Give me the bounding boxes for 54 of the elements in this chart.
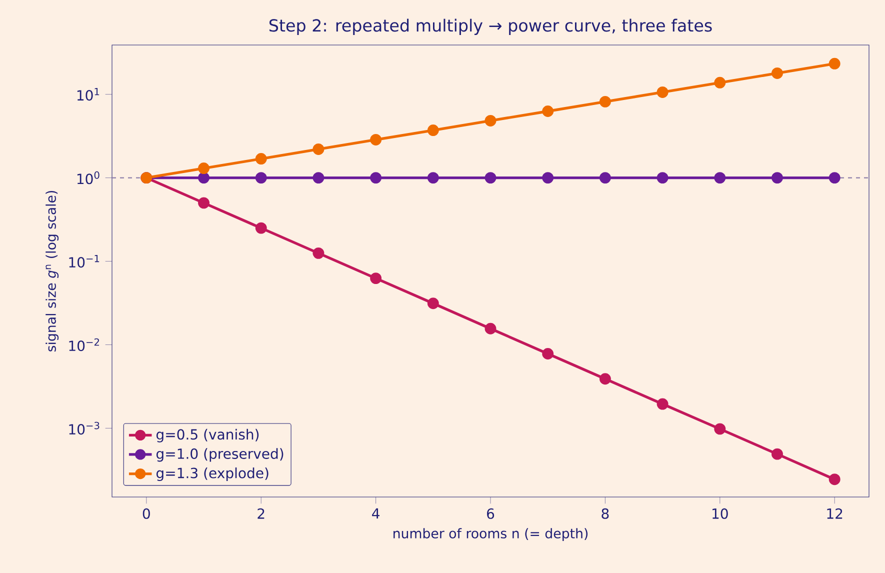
point — [198, 197, 210, 209]
point — [714, 423, 726, 435]
point — [370, 272, 382, 284]
legend-label: g=1.3 (explode) — [156, 467, 268, 481]
y-tick-label: 10$^{1}$ — [77, 88, 100, 101]
point — [312, 143, 324, 155]
x-tick-label: 4 — [372, 508, 380, 519]
point — [370, 134, 382, 146]
point — [599, 373, 611, 385]
point — [772, 448, 783, 460]
point — [714, 76, 726, 88]
y-axis-title: signal size g$^{n}$ (log scale) — [46, 190, 59, 352]
point — [427, 172, 439, 184]
y-tick-label: 10$^{0}$ — [77, 171, 100, 184]
x-axis-title: number of rooms n (= depth) — [394, 528, 588, 542]
point — [772, 67, 783, 79]
point — [828, 474, 840, 486]
point — [312, 172, 324, 184]
point — [484, 172, 496, 184]
point — [656, 172, 668, 184]
point — [599, 96, 611, 108]
point — [542, 172, 554, 184]
point — [484, 322, 496, 334]
point — [599, 172, 611, 184]
x-tick-label: 6 — [487, 508, 494, 519]
point — [370, 172, 382, 184]
point — [255, 153, 267, 165]
point — [714, 172, 726, 184]
point — [255, 172, 267, 184]
point — [828, 172, 840, 184]
point — [312, 247, 324, 259]
y-tick-label: 10$^{−1}$ — [69, 254, 100, 268]
point — [656, 398, 668, 410]
point — [542, 348, 554, 360]
x-tick-label: 12 — [827, 508, 842, 519]
point — [427, 298, 439, 310]
point — [427, 124, 439, 136]
y-tick-label: 10$^{−3}$ — [69, 422, 100, 435]
point — [656, 86, 668, 98]
point — [828, 58, 840, 70]
x-tick-label: 10 — [712, 508, 728, 519]
x-tick-label: 2 — [258, 508, 264, 519]
legend-label: g=1.0 (preserved) — [156, 448, 284, 462]
point — [198, 172, 210, 184]
point — [772, 172, 783, 184]
x-tick-label: 8 — [602, 508, 609, 519]
x-tick-label: 0 — [142, 508, 150, 519]
point — [484, 114, 496, 126]
point — [255, 222, 267, 234]
point — [198, 162, 210, 174]
chart-title: Step 2: repeated multiply → power curve, three fates — [269, 18, 712, 35]
y-tick-label: 10$^{−2}$ — [69, 338, 99, 352]
point — [542, 106, 554, 117]
legend-label: g=0.5 (vanish) — [156, 428, 259, 442]
